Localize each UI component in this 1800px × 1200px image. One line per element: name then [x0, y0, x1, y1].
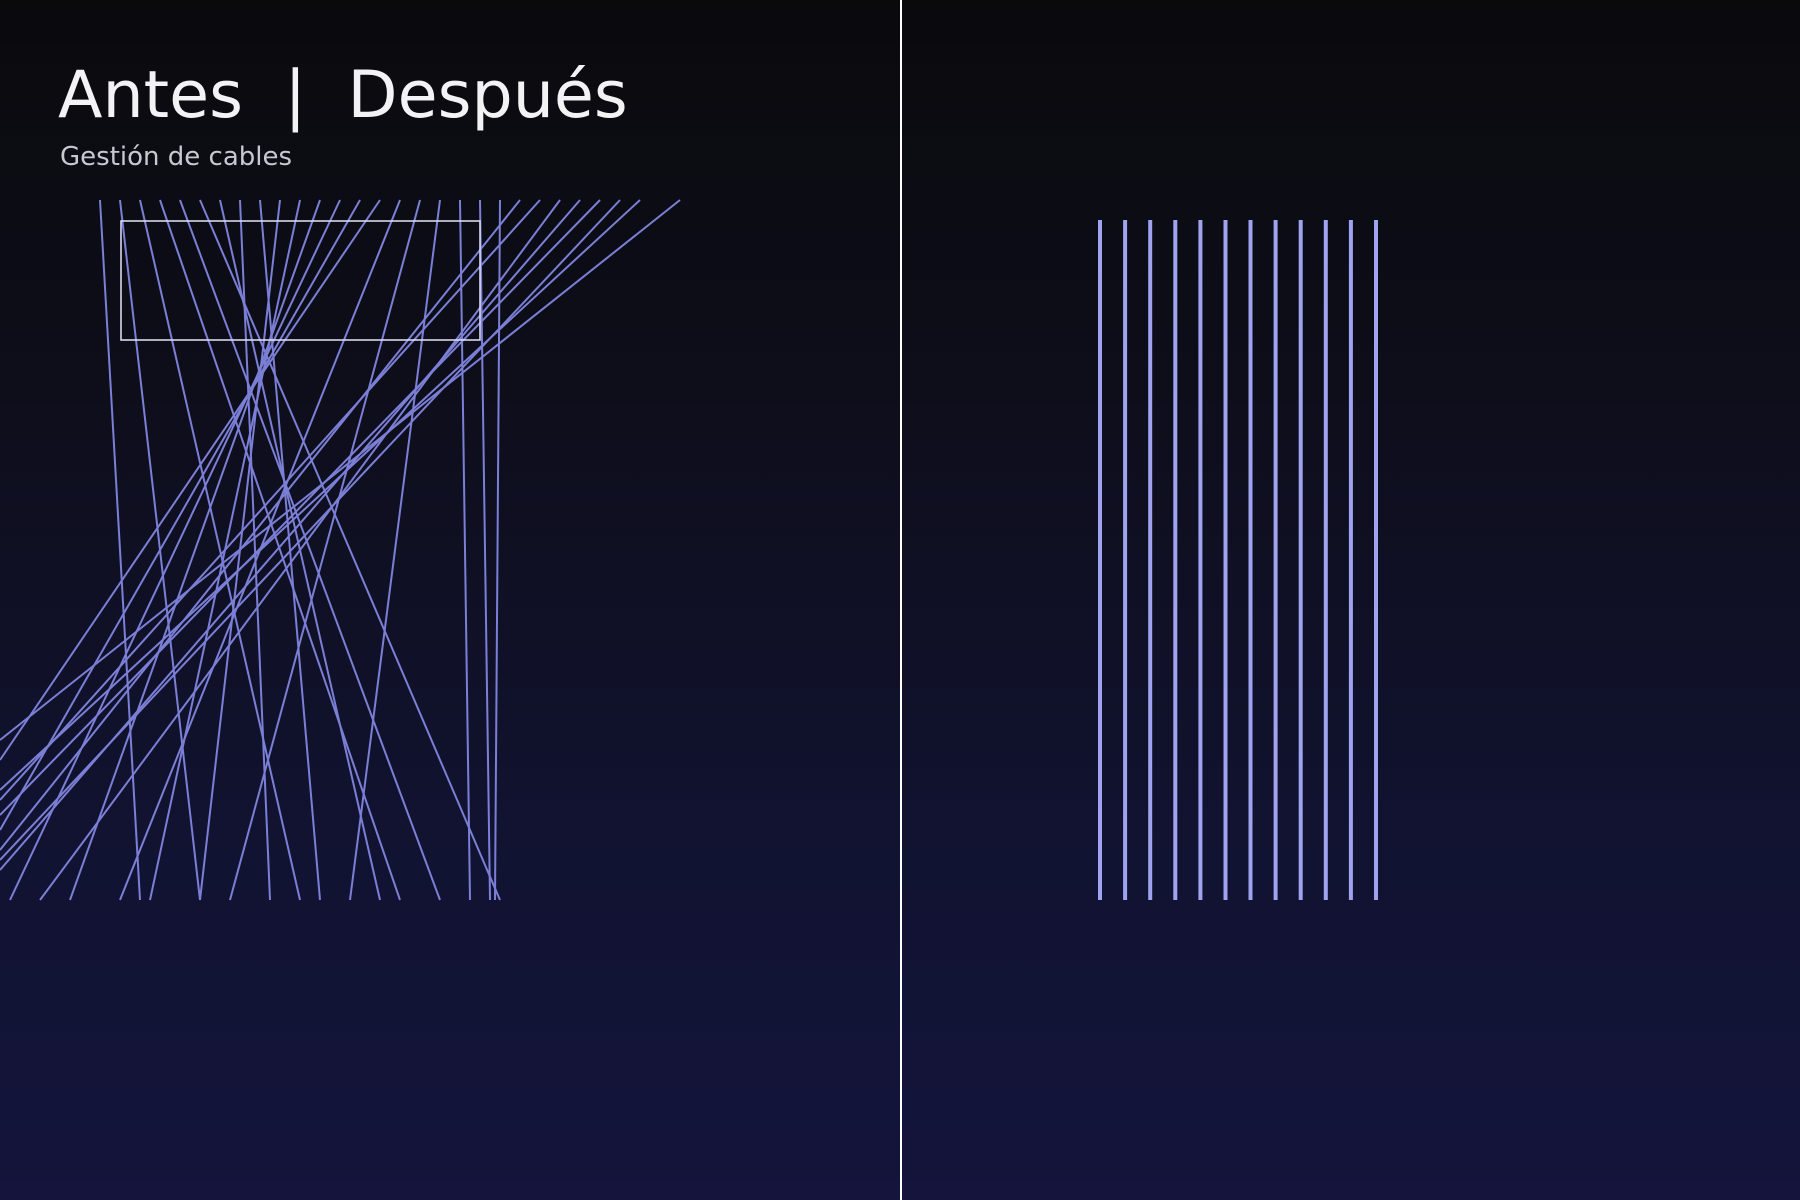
- tangled-cable: [0, 199, 361, 831]
- tangled-cable: [0, 199, 381, 761]
- before-panel: [0, 199, 681, 901]
- tangled-cable: [139, 199, 301, 901]
- page-subtitle: Gestión de cables: [60, 142, 293, 172]
- tangled-cable: [494, 199, 501, 901]
- tangled-cable: [39, 199, 561, 901]
- tangled-cable: [0, 199, 621, 861]
- tangled-cable: [0, 199, 601, 816]
- tangled-cable: [179, 199, 441, 901]
- tangled-cable: [99, 199, 141, 901]
- page-title: Antes | Después: [58, 58, 628, 133]
- tangled-cable: [0, 199, 581, 871]
- tangled-cable: [239, 199, 271, 901]
- tangled-cable: [0, 199, 681, 741]
- device-box: [120, 220, 481, 341]
- tangled-cable: [69, 199, 321, 901]
- tangled-cable: [159, 199, 401, 901]
- tangled-cables: [0, 199, 681, 901]
- tangled-cable: [0, 199, 641, 791]
- tangled-cable: [0, 199, 521, 851]
- tangled-cable: [349, 199, 441, 901]
- tangled-cable: [0, 199, 541, 801]
- tangled-cable: [199, 199, 501, 901]
- tangled-cable: [229, 199, 421, 901]
- after-panel: [1098, 220, 1378, 900]
- tangled-cable: [9, 199, 341, 901]
- tangled-cable: [479, 199, 491, 901]
- tangled-cable: [459, 199, 471, 901]
